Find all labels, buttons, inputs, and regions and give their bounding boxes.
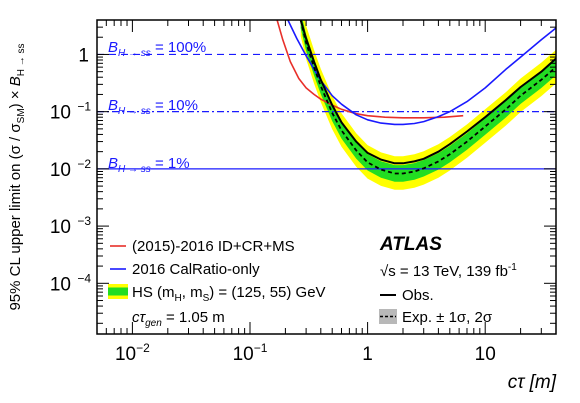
y-tick-label-4: 10: [50, 274, 71, 295]
y-tick-label-exp-3: −3: [77, 214, 91, 228]
x-tick-label-2: 1: [362, 344, 373, 365]
legend-left: (2015)-2016 ID+CR+MS 2016 CalRatio-only …: [108, 238, 326, 329]
x-axis-title: cτ [m]: [508, 372, 557, 393]
legend-right: ATLAS √s = 13 TeV, 139 fb-1 Obs. Exp. ± …: [379, 234, 517, 326]
axis-ticks: [96, 19, 557, 334]
legend-swatch-band-inner: [108, 287, 128, 296]
y-tick-label-exp-4: −4: [77, 271, 91, 285]
x-tick-label-0: 10−2: [115, 341, 150, 365]
curve-id-cr-ms: [276, 20, 464, 119]
legend-obs-label: Obs.: [402, 287, 434, 304]
ref-label-100: BH → ss = 100%: [108, 39, 206, 59]
y-tick-label-2: 10: [50, 160, 71, 181]
ref-label-10: BH → ss = 10%: [108, 97, 198, 117]
atlas-label: ATLAS: [379, 234, 442, 255]
legend-exp-label: Exp. ± 1σ, 2σ: [402, 309, 493, 326]
y-tick-label-3: 10: [50, 217, 71, 238]
y-tick-label-exp-1: −1: [77, 100, 91, 114]
ref-label-1: BH → ss = 1%: [108, 155, 190, 175]
x-tick-label-1: 10−1: [233, 341, 268, 365]
curve-observed: [299, 20, 556, 165]
ctau-gen-label: cτgen = 1.05 m: [132, 309, 225, 329]
limit-curves: [276, 20, 556, 175]
legend-label-hs: HS (mH, mS) = (125, 55) GeV: [132, 284, 326, 304]
x-tick-label-3: 10: [475, 344, 496, 365]
branching-ratio-reference-lines: [97, 53, 556, 170]
energy-label: √s = 13 TeV, 139 fb-1: [380, 262, 517, 280]
plot-frame: [96, 19, 557, 335]
legend-label-red: (2015)-2016 ID+CR+MS: [132, 238, 295, 255]
y-tick-label-0: 1: [78, 45, 89, 66]
y-axis-title: 95% CL upper limit on (σ / σSM) × BH → s…: [7, 43, 27, 310]
curve-expected: [299, 20, 556, 175]
expected-bands: [300, 20, 556, 190]
y-tick-label-exp-2: −2: [77, 157, 91, 171]
expected-2sigma-band: [300, 20, 556, 190]
y-tick-label-1: 10: [50, 103, 71, 124]
legend-label-blue: 2016 CalRatio-only: [132, 261, 260, 278]
